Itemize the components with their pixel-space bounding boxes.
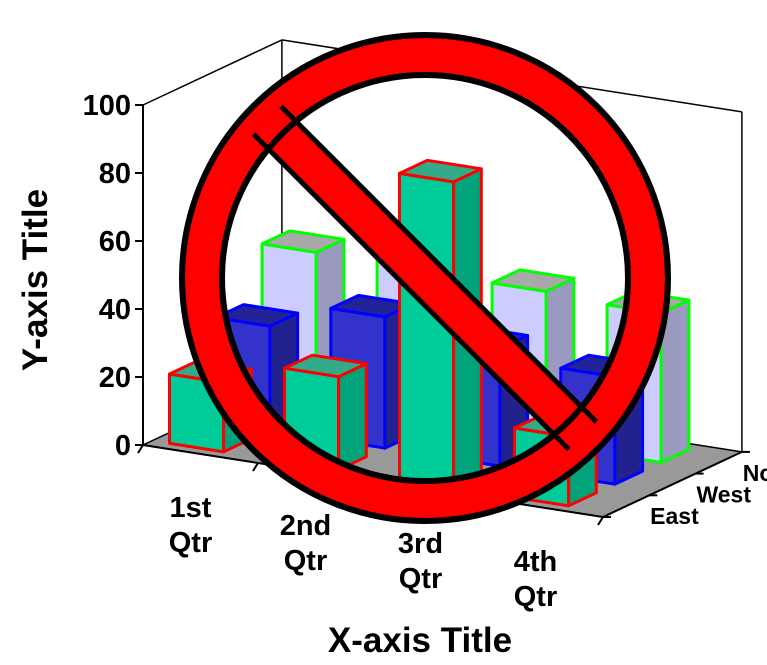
x-tick-mark (252, 462, 259, 472)
x-category-label: 2nd Qtr (280, 510, 332, 577)
x-category-label: 4th Qtr (514, 546, 558, 613)
y-tick-label: 60 (99, 226, 131, 258)
bar-top-face (490, 268, 576, 293)
y-tick-label: 0 (115, 430, 131, 462)
bar-front-face (398, 171, 456, 490)
y-tick-label: 20 (99, 362, 131, 394)
prohibition-icon (179, 32, 671, 524)
x-tick-mark (137, 444, 144, 454)
bar-top-face (283, 353, 368, 379)
x-category-label: 3rd Qtr (398, 528, 443, 595)
series-depth-label: East (650, 503, 699, 529)
bar-top-face (214, 303, 300, 328)
y-axis-title: Y-axis Title (16, 189, 55, 371)
series-depth-label: West (696, 481, 751, 507)
series-depth-label: North (743, 460, 767, 486)
y-tick-label: 80 (99, 158, 131, 190)
bar-top-face (260, 229, 346, 254)
y-tick-label: 40 (99, 294, 131, 326)
bar-top-face (398, 158, 483, 184)
x-axis-title: X-axis Title (328, 621, 512, 660)
x-category-label: 1st Qtr (169, 492, 213, 559)
depth-axis-line (602, 450, 743, 518)
back-wall-edge (142, 39, 283, 106)
x-tick-mark (597, 516, 604, 526)
y-tick-label: 100 (83, 90, 131, 122)
bar-side-face (337, 362, 368, 472)
